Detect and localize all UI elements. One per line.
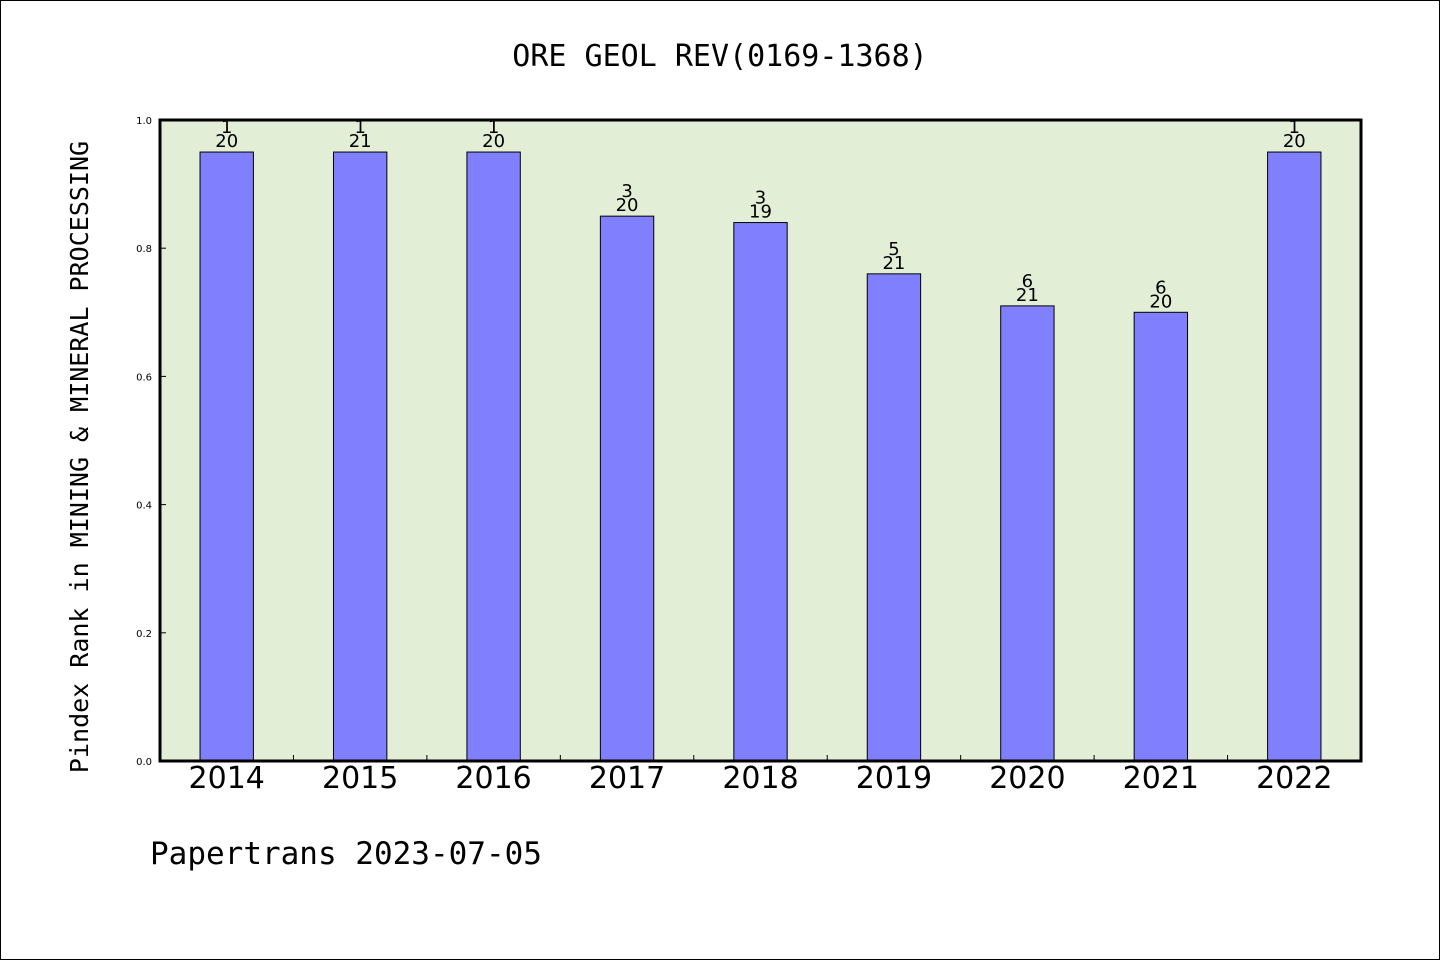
x-tick-label: 2020 xyxy=(989,761,1065,796)
bar-total-label: 20 xyxy=(1283,131,1306,152)
y-tick-label: 0.8 xyxy=(136,244,152,255)
bar xyxy=(866,273,922,762)
bar-total-label: 20 xyxy=(616,195,639,216)
bar-total-label: 20 xyxy=(215,131,238,152)
bar-rank-label: 3 xyxy=(755,188,766,209)
x-tick-label: 2014 xyxy=(189,761,265,796)
bar-total-label: 20 xyxy=(482,131,505,152)
y-tick-label: 0.4 xyxy=(136,501,152,512)
bar-rank-label: 1 xyxy=(1289,117,1300,138)
bar xyxy=(599,215,655,762)
bar-total-label: 21 xyxy=(349,131,372,152)
x-tick-label: 2021 xyxy=(1123,761,1199,796)
bars-group xyxy=(199,151,1322,762)
x-tick-label: 2016 xyxy=(455,761,531,796)
y-tick-label: 1.0 xyxy=(136,116,152,127)
y-tick-label: 0.6 xyxy=(136,372,152,383)
y-tick-label: 0.0 xyxy=(136,757,152,768)
y-axis-label: Pindex Rank in MINING & MINERAL PROCESSI… xyxy=(65,141,94,773)
bar xyxy=(1133,311,1189,762)
chart-title: ORE GEOL REV(0169-1368) xyxy=(512,39,927,74)
bar xyxy=(466,151,521,762)
bar xyxy=(733,222,788,762)
bar-rank-label: 1 xyxy=(488,117,499,138)
bar xyxy=(332,151,388,762)
x-tick-label: 2019 xyxy=(856,761,932,796)
bar xyxy=(199,151,254,762)
bar-rank-label: 1 xyxy=(221,117,232,138)
bar-rank-label: 3 xyxy=(621,181,632,202)
bar-rank-label: 6 xyxy=(1155,277,1166,298)
bar-rank-label: 1 xyxy=(354,117,365,138)
x-tick-label: 2017 xyxy=(589,761,665,796)
bar xyxy=(1000,305,1055,762)
bar-rank-label: 5 xyxy=(888,239,899,260)
x-tick-label: 2022 xyxy=(1256,761,1332,796)
bar-total-label: 21 xyxy=(1016,285,1039,306)
bar xyxy=(1267,151,1322,762)
x-tick-label: 2015 xyxy=(322,761,398,796)
y-tick-label: 0.2 xyxy=(136,629,152,640)
plot-border xyxy=(158,118,1363,763)
footer-credit: Papertrans 2023-07-05 xyxy=(150,836,542,872)
bar-total-label: 19 xyxy=(749,202,772,223)
x-tick-label: 2018 xyxy=(722,761,798,796)
bar-rank-label: 6 xyxy=(1022,271,1033,292)
bar-total-label: 21 xyxy=(882,253,905,274)
bar-total-label: 20 xyxy=(1149,291,1172,312)
